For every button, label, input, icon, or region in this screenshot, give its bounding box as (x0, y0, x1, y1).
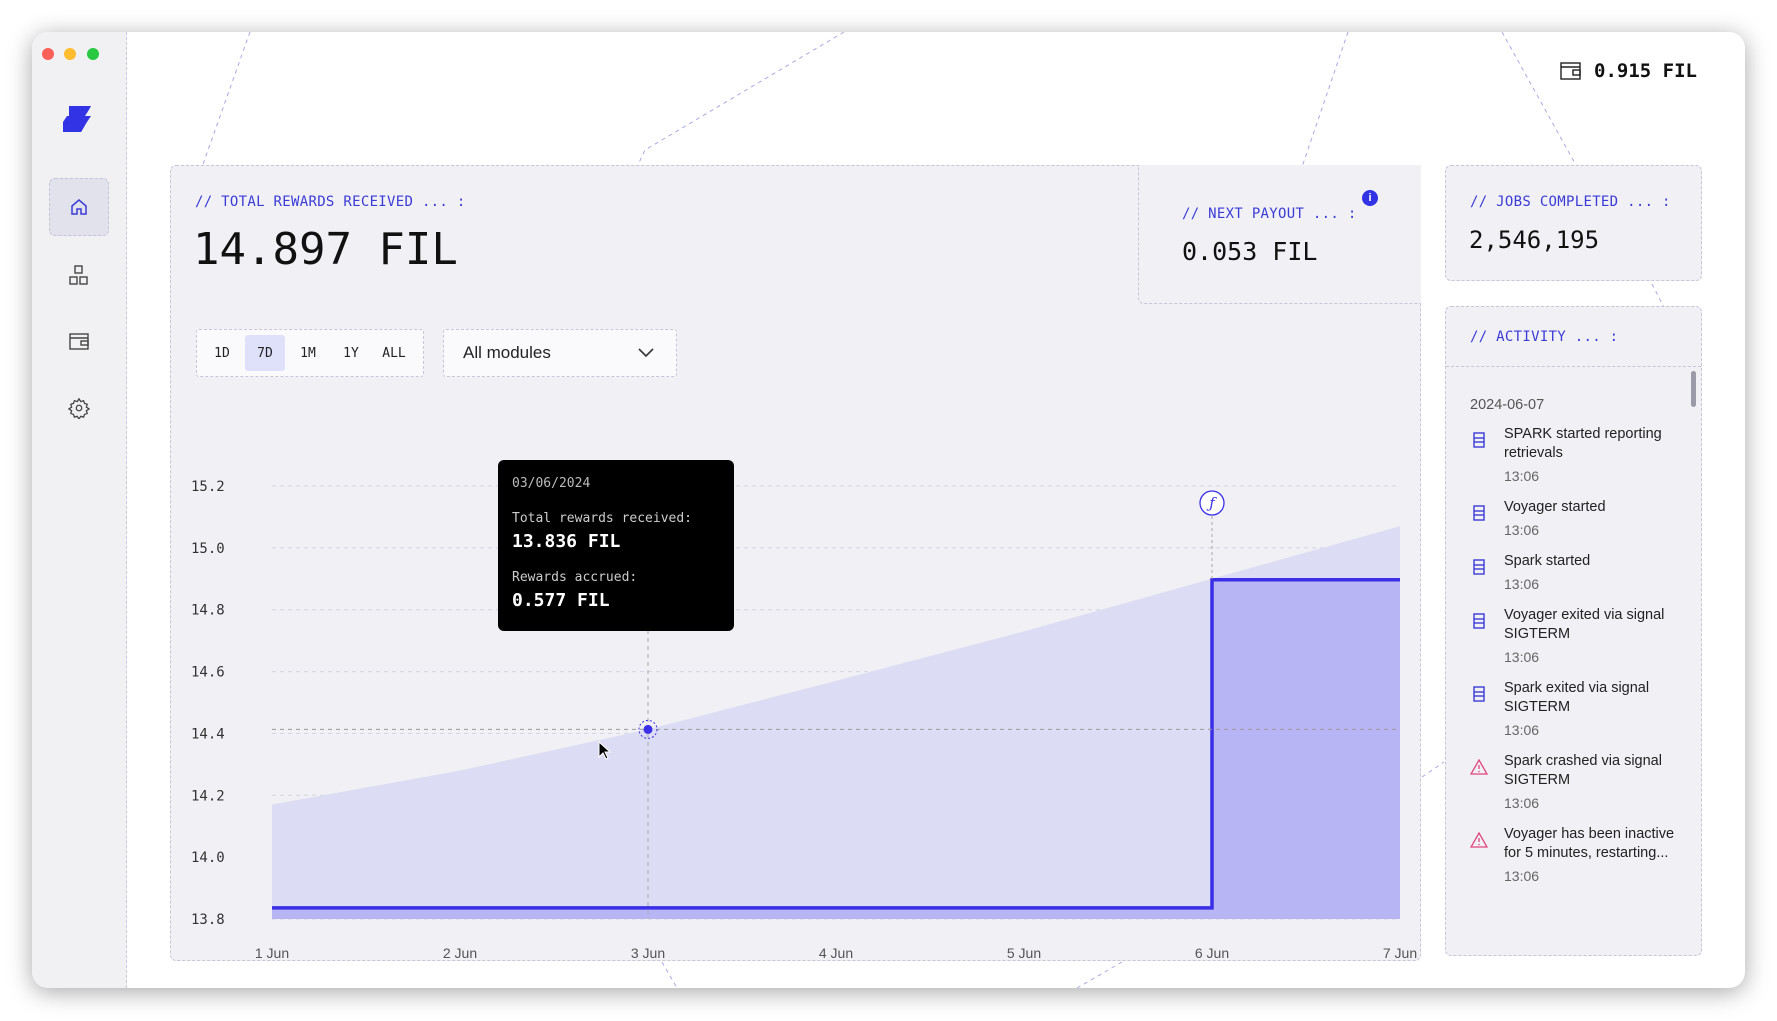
wallet-balance[interactable]: 0.915 FIL (1560, 60, 1697, 82)
activity-time: 13:06 (1504, 649, 1540, 665)
x-tick-label: 6 Jun (1195, 945, 1229, 961)
range-all[interactable]: ALL (382, 345, 406, 361)
module-select[interactable]: All modules (443, 329, 677, 377)
activity-text: Spark exited via signal SIGTERM (1504, 680, 1650, 715)
sidebar-item-wallet[interactable] (49, 312, 109, 370)
activity-text: Voyager started (1504, 499, 1606, 515)
y-tick-label: 14.8 (191, 603, 225, 619)
activity-time: 13:06 (1504, 468, 1540, 484)
filecoin-glyph: ƒ (1206, 494, 1217, 512)
next-payout-card: // NEXT PAYOUT ... : 0.053 FIL i (1138, 165, 1421, 304)
minimize-window-button[interactable] (64, 48, 76, 60)
activity-text: Voyager has been inactive for 5 minutes,… (1504, 826, 1675, 861)
activity-text: Spark started (1504, 553, 1591, 569)
chevron-down-icon (638, 348, 654, 358)
wallet-icon (69, 333, 89, 350)
jobs-card: // JOBS COMPLETED ... : 2,546,195 (1445, 165, 1702, 281)
activity-label: // ACTIVITY ... : (1470, 329, 1619, 345)
tooltip-total-label: Total rewards received: (512, 511, 693, 526)
activity-item: Voyager started 13:06 (1470, 498, 1681, 538)
y-tick-label: 13.8 (191, 912, 225, 928)
log-icon (1473, 559, 1485, 575)
activity-date: 2024-06-07 (1470, 397, 1545, 413)
next-payout-value: 0.053 FIL (1182, 237, 1318, 266)
received-fill (272, 579, 1400, 919)
y-tick-label: 14.4 (191, 726, 225, 742)
activity-text: Voyager exited via signal SIGTERM (1504, 607, 1665, 642)
range-1m[interactable]: 1M (300, 345, 316, 361)
jobs-value: 2,546,195 (1469, 226, 1600, 254)
rewards-value: 14.897 FIL (193, 224, 458, 275)
balance-value: 0.915 FIL (1594, 60, 1697, 82)
next-payout-label: // NEXT PAYOUT ... : (1182, 206, 1357, 222)
rewards-chart[interactable]: 13.8 14.0 14.2 14.4 14.6 14.8 15.0 15.2 1 Jun 2 J… (171, 166, 1422, 962)
activity-time: 13:06 (1504, 522, 1540, 538)
highlight-point (643, 724, 653, 734)
grid-icon (69, 265, 88, 285)
x-tick-label: 1 Jun (255, 945, 289, 961)
tooltip-total-value: 13.836 FIL (512, 531, 621, 552)
log-icon (1473, 613, 1485, 629)
sidebar-item-home[interactable] (49, 178, 109, 236)
range-1y[interactable]: 1Y (343, 345, 359, 361)
activity-item: Spark crashed via signal SIGTERM 13:06 (1469, 752, 1681, 811)
info-icon[interactable]: i (1362, 190, 1378, 206)
activity-list: 2024-06-07 SPARK started reporting retri… (1446, 367, 1701, 884)
x-tick-label: 4 Jun (819, 945, 853, 961)
x-tick-label: 3 Jun (631, 945, 665, 961)
mouse-cursor-icon (598, 741, 612, 760)
warning-icon (1469, 758, 1489, 775)
highlight-ring (638, 719, 658, 739)
activity-item: Voyager exited via signal SIGTERM 13:06 (1470, 606, 1681, 665)
activity-item: SPARK started reporting retrievals 13:06 (1470, 425, 1681, 484)
background-decoration (201, 32, 1665, 988)
x-tick-label: 2 Jun (443, 945, 477, 961)
sidebar (32, 32, 127, 988)
activity-text: Spark crashed via signal SIGTERM (1504, 753, 1662, 788)
log-icon (1473, 505, 1485, 521)
activity-time: 13:06 (1504, 722, 1540, 738)
chart-tooltip: 03/06/2024 Total rewards received: 13.83… (498, 460, 734, 631)
tooltip-accrued-label: Rewards accrued: (512, 570, 638, 585)
log-icon (1473, 686, 1485, 702)
rewards-label: // TOTAL REWARDS RECEIVED ... : (195, 194, 466, 210)
activity-card: // ACTIVITY ... : 2024-06-07 SPARK start… (1445, 306, 1702, 956)
app-window: 0.915 FIL // TOTAL REWARDS RECEIVED ... … (32, 32, 1745, 988)
y-tick-label: 14.2 (191, 788, 225, 804)
activity-item: Voyager has been inactive for 5 minutes,… (1469, 825, 1681, 884)
y-tick-label: 15.0 (191, 541, 225, 557)
tooltip-date: 03/06/2024 (512, 476, 591, 491)
sidebar-item-settings[interactable] (49, 379, 109, 437)
received-step-line (272, 577, 1400, 910)
tooltip-accrued-value: 0.577 FIL (512, 590, 610, 611)
y-tick-label: 14.0 (191, 850, 225, 866)
accrued-area (272, 526, 1400, 919)
warning-icon (1469, 831, 1489, 848)
activity-time: 13:06 (1504, 795, 1540, 811)
activity-item: Spark exited via signal SIGTERM 13:06 (1470, 679, 1681, 738)
close-window-button[interactable] (42, 48, 54, 60)
jobs-label: // JOBS COMPLETED ... : (1470, 194, 1671, 210)
x-tick-label: 5 Jun (1007, 945, 1041, 961)
activity-time: 13:06 (1504, 576, 1540, 592)
range-1d[interactable]: 1D (214, 345, 230, 361)
activity-item: Spark started 13:06 (1470, 552, 1681, 592)
app-logo (63, 106, 91, 132)
home-icon (71, 199, 87, 215)
maximize-window-button[interactable] (87, 48, 99, 60)
wallet-icon (1560, 62, 1581, 80)
x-tick-label: 7 Jun (1383, 945, 1417, 961)
filecoin-icon (1199, 490, 1225, 516)
y-tick-label: 14.6 (191, 665, 225, 681)
activity-time: 13:06 (1504, 868, 1540, 884)
gear-icon (68, 397, 90, 419)
range-selector: 1D 7D 1M 1Y ALL (196, 329, 424, 377)
y-tick-label: 15.2 (191, 479, 225, 495)
range-7d[interactable]: 7D (245, 335, 285, 371)
log-icon (1473, 432, 1485, 448)
module-select-value: All modules (463, 343, 551, 362)
activity-text: SPARK started reporting retrievals (1504, 426, 1662, 461)
activity-scrollbar[interactable] (1691, 371, 1696, 407)
sidebar-item-modules[interactable] (49, 246, 109, 304)
